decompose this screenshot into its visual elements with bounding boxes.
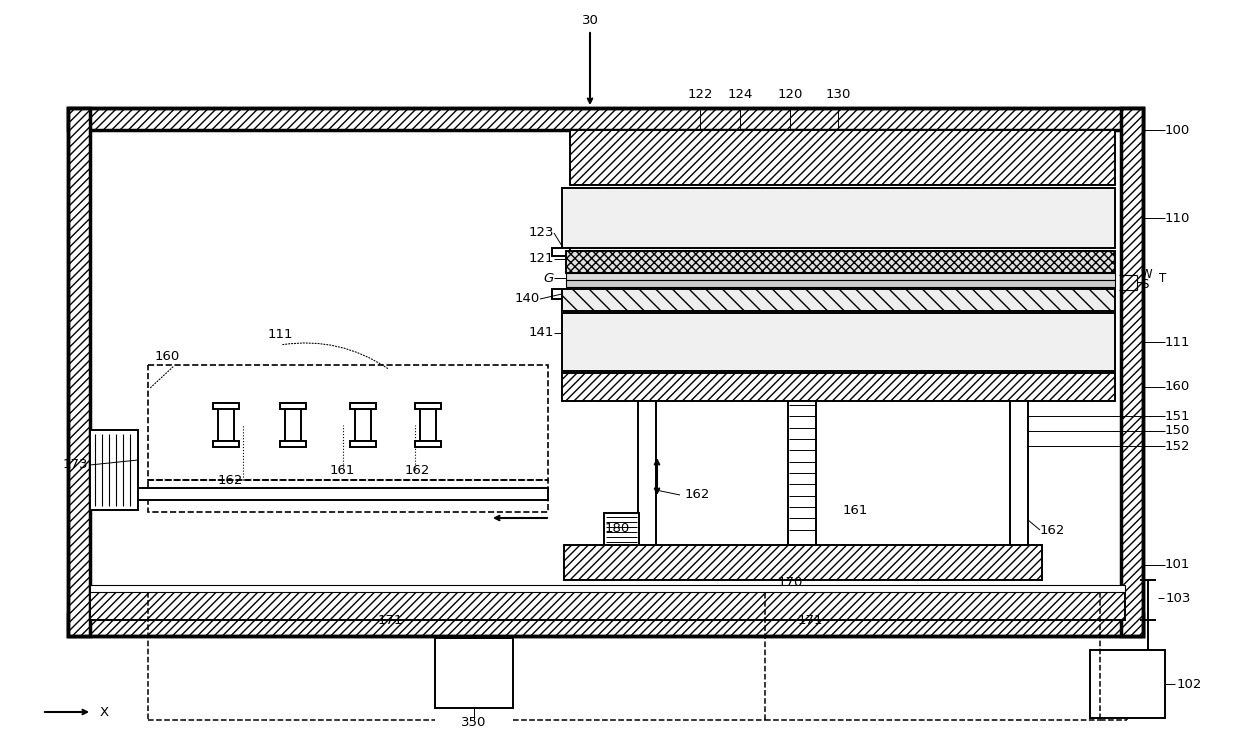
Text: 173: 173 bbox=[62, 458, 88, 472]
Text: 141: 141 bbox=[528, 327, 554, 339]
Bar bbox=[1090, 650, 1166, 718]
Text: 162: 162 bbox=[684, 488, 711, 501]
Bar bbox=[562, 289, 1115, 311]
Bar bbox=[355, 403, 371, 441]
Text: 111: 111 bbox=[1166, 336, 1190, 349]
Bar bbox=[91, 592, 1125, 620]
Text: 102: 102 bbox=[1177, 677, 1203, 690]
Text: 130: 130 bbox=[826, 88, 851, 101]
Bar bbox=[639, 401, 656, 545]
Bar bbox=[280, 403, 306, 409]
Text: 162: 162 bbox=[1040, 523, 1065, 537]
Bar bbox=[570, 130, 1115, 185]
Bar bbox=[604, 513, 639, 545]
Bar bbox=[148, 365, 548, 480]
Text: 100: 100 bbox=[1166, 123, 1190, 137]
Text: 123: 123 bbox=[528, 227, 554, 240]
Bar bbox=[350, 441, 376, 447]
Bar bbox=[552, 289, 570, 299]
Text: 121: 121 bbox=[528, 253, 554, 265]
Text: 140: 140 bbox=[515, 293, 539, 305]
Text: 180: 180 bbox=[605, 522, 630, 534]
Text: 120: 120 bbox=[777, 88, 802, 101]
Text: 162: 162 bbox=[405, 463, 430, 476]
Bar bbox=[68, 108, 91, 636]
Bar bbox=[148, 480, 548, 512]
Text: 101: 101 bbox=[1166, 559, 1190, 572]
Text: 111: 111 bbox=[268, 329, 293, 342]
Bar bbox=[68, 108, 1143, 130]
Text: 30: 30 bbox=[582, 14, 599, 26]
Bar bbox=[565, 273, 1115, 280]
Bar bbox=[112, 488, 548, 500]
Bar bbox=[213, 403, 239, 409]
Bar bbox=[552, 248, 570, 256]
Bar bbox=[1011, 401, 1028, 545]
Text: 170: 170 bbox=[777, 577, 802, 590]
Bar bbox=[564, 545, 1042, 580]
Text: 151: 151 bbox=[1166, 410, 1190, 423]
Text: 110: 110 bbox=[1166, 212, 1190, 225]
Text: 150: 150 bbox=[1166, 425, 1190, 438]
Bar bbox=[218, 403, 234, 441]
Text: X: X bbox=[100, 705, 109, 718]
Text: 162: 162 bbox=[218, 473, 243, 487]
Bar bbox=[285, 403, 301, 441]
Bar bbox=[280, 441, 306, 447]
Text: 161: 161 bbox=[330, 463, 356, 476]
Text: W: W bbox=[1141, 268, 1153, 281]
Bar bbox=[435, 638, 513, 708]
Text: 103: 103 bbox=[1166, 591, 1192, 605]
Bar bbox=[68, 614, 1143, 636]
Bar bbox=[562, 188, 1115, 248]
Text: 124: 124 bbox=[728, 88, 753, 101]
Bar bbox=[350, 403, 376, 409]
Text: T: T bbox=[1159, 272, 1167, 286]
Text: 171: 171 bbox=[797, 614, 823, 627]
Text: G: G bbox=[544, 271, 554, 284]
Bar bbox=[415, 441, 441, 447]
Bar bbox=[565, 280, 1115, 287]
Bar bbox=[565, 251, 1115, 273]
Text: S: S bbox=[1141, 277, 1148, 290]
Text: 350: 350 bbox=[461, 715, 486, 729]
Text: 122: 122 bbox=[687, 88, 713, 101]
Text: 161: 161 bbox=[842, 503, 868, 516]
Bar bbox=[91, 585, 1125, 592]
Text: 171: 171 bbox=[377, 614, 403, 627]
Bar bbox=[420, 403, 436, 441]
Bar bbox=[68, 108, 1143, 636]
Text: 152: 152 bbox=[1166, 439, 1190, 453]
Text: 160: 160 bbox=[1166, 380, 1190, 394]
Bar bbox=[562, 313, 1115, 371]
Text: 160: 160 bbox=[155, 351, 180, 364]
Bar bbox=[415, 403, 441, 409]
Bar bbox=[1121, 108, 1143, 636]
Bar bbox=[562, 373, 1115, 401]
Bar bbox=[91, 430, 138, 510]
Bar bbox=[213, 441, 239, 447]
Bar bbox=[787, 401, 816, 545]
